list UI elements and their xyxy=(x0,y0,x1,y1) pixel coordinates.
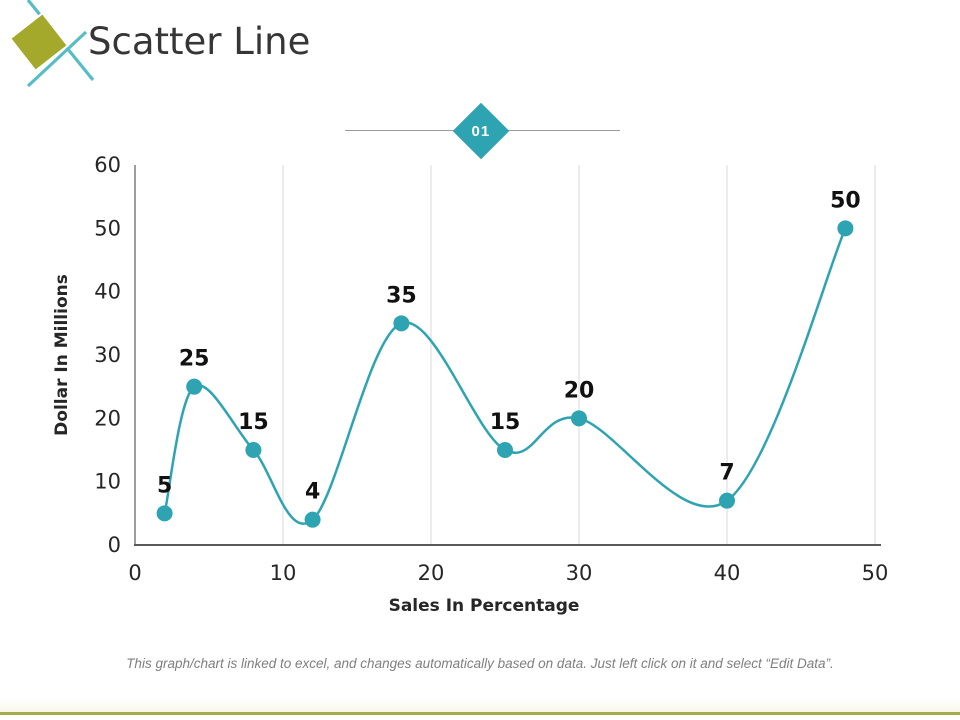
data-point[interactable] xyxy=(571,410,587,427)
data-label: 15 xyxy=(238,410,269,435)
bottom-fade xyxy=(0,698,960,712)
x-tick-label: 30 xyxy=(566,561,593,585)
data-label: 50 xyxy=(830,188,861,213)
data-label: 7 xyxy=(719,461,734,486)
data-point[interactable] xyxy=(719,492,735,509)
data-label: 15 xyxy=(490,410,521,435)
page-title: Scatter Line xyxy=(88,20,311,63)
y-tick-label: 50 xyxy=(94,216,121,240)
y-tick-label: 30 xyxy=(94,343,121,367)
footer-note: This graph/chart is linked to excel, and… xyxy=(126,656,834,671)
data-point[interactable] xyxy=(245,442,262,458)
data-point[interactable] xyxy=(156,505,173,522)
data-point[interactable] xyxy=(497,442,513,458)
data-label: 5 xyxy=(157,473,172,498)
y-tick-label: 0 xyxy=(108,533,121,557)
x-tick-label: 50 xyxy=(862,561,889,585)
data-label: 4 xyxy=(305,480,320,505)
x-tick-label: 10 xyxy=(270,561,297,585)
data-point[interactable] xyxy=(186,378,203,395)
x-axis-title: Sales In Percentage xyxy=(389,596,580,616)
logo xyxy=(8,0,95,88)
data-label: 25 xyxy=(179,347,210,372)
y-tick-label: 40 xyxy=(94,280,121,304)
bottom-accent-bar xyxy=(0,712,960,715)
data-point[interactable] xyxy=(393,315,410,332)
series-line xyxy=(163,227,847,525)
y-tick-label: 20 xyxy=(94,406,121,430)
data-label: 35 xyxy=(386,283,417,308)
y-tick-label: 60 xyxy=(94,153,121,177)
data-point[interactable] xyxy=(304,511,321,528)
data-label: 20 xyxy=(564,378,595,403)
y-axis-title: Dollar In Millions xyxy=(52,274,72,436)
logo-diamond-icon xyxy=(8,11,70,73)
x-tick-label: 40 xyxy=(714,561,741,585)
x-tick-label: 0 xyxy=(128,561,141,585)
x-tick-label: 20 xyxy=(418,561,445,585)
y-tick-label: 10 xyxy=(94,470,121,494)
logo-x-line-icon xyxy=(26,30,88,88)
data-point[interactable] xyxy=(837,220,854,237)
